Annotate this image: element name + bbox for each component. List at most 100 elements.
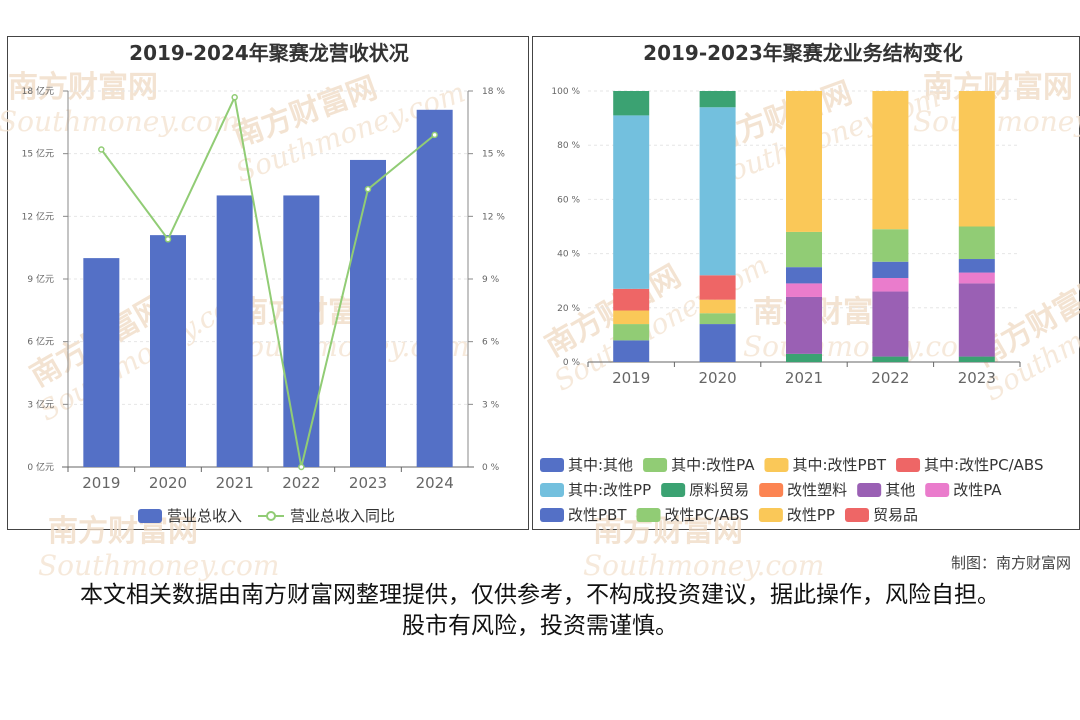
stacked-segment bbox=[872, 292, 908, 357]
y-left-tick-label: 18 亿元 bbox=[22, 85, 54, 97]
x-tick-label: 2023 bbox=[349, 474, 387, 492]
disclaimer-text: 本文相关数据由南方财富网整理提供，仅供参考，不构成投资建议，据此操作，风险自担。… bbox=[70, 580, 1010, 642]
y-left-tick-label: 12 亿元 bbox=[22, 210, 54, 222]
stacked-segment bbox=[872, 357, 908, 362]
stacked-segment bbox=[872, 278, 908, 292]
yoy-point bbox=[432, 132, 437, 137]
stacked-segment bbox=[959, 273, 995, 284]
x-tick-label: 2020 bbox=[149, 474, 187, 492]
y-tick-label: 0 % bbox=[563, 358, 581, 368]
legend-swatch-revenue bbox=[138, 509, 162, 523]
watermark-text: 南方财富网 bbox=[923, 70, 1073, 105]
stacked-segment bbox=[959, 91, 995, 227]
legend-label: 原料贸易 bbox=[689, 481, 749, 499]
yoy-point bbox=[232, 95, 237, 100]
legend-label: 其中:改性PC/ABS bbox=[924, 456, 1043, 474]
watermark-text-en: Southmoney.com bbox=[38, 549, 279, 582]
legend-label: 其中:改性PBT bbox=[792, 456, 886, 474]
revenue-bar bbox=[283, 195, 319, 467]
watermark-text-en: Southmoney.com bbox=[743, 330, 984, 363]
legend-label: 改性PP bbox=[787, 506, 835, 524]
legend-swatch bbox=[857, 483, 881, 497]
watermark-text-en: Southmoney.com bbox=[0, 105, 239, 138]
legend-swatch bbox=[764, 458, 788, 472]
legend-label: 改性塑料 bbox=[787, 481, 847, 499]
revenue-bar bbox=[150, 235, 186, 467]
watermark-text-en: Southmoney.com bbox=[583, 549, 824, 582]
structure-chart-panel: 南方财富网Southmoney.com南方财富网Southmoney.com南方… bbox=[532, 36, 1080, 530]
stacked-segment bbox=[872, 262, 908, 278]
yoy-point bbox=[299, 465, 304, 470]
y-tick-label: 80 % bbox=[557, 141, 580, 151]
legend-swatch-yoy-marker bbox=[267, 512, 275, 520]
chart-credit: 制图：南方财富网 bbox=[951, 552, 1071, 573]
revenue-bar bbox=[417, 110, 453, 467]
legend-swatch bbox=[661, 483, 685, 497]
stacked-segment bbox=[872, 91, 908, 229]
stacked-segment bbox=[786, 283, 822, 297]
legend-label: 其他 bbox=[885, 481, 915, 499]
stacked-segment bbox=[959, 259, 995, 273]
y-left-tick-label: 9 亿元 bbox=[27, 273, 54, 285]
legend-swatch bbox=[925, 483, 949, 497]
legend-swatch bbox=[759, 508, 783, 522]
y-left-tick-label: 0 亿元 bbox=[27, 461, 54, 473]
legend-swatch bbox=[637, 508, 661, 522]
y-left-tick-label: 15 亿元 bbox=[22, 148, 54, 160]
legend-swatch bbox=[896, 458, 920, 472]
stacked-segment bbox=[786, 232, 822, 267]
legend-label: 其中:其他 bbox=[568, 456, 633, 474]
y-tick-label: 100 % bbox=[551, 87, 580, 97]
yoy-point bbox=[166, 237, 171, 242]
legend-label: 改性PBT bbox=[568, 506, 627, 524]
revenue-bar bbox=[217, 195, 253, 467]
stacked-segment bbox=[786, 354, 822, 362]
y-right-tick-label: 18 % bbox=[482, 87, 505, 97]
legend-swatch bbox=[540, 508, 564, 522]
stacked-segment bbox=[613, 311, 649, 325]
revenue-chart-svg: 南方财富网Southmoney.com南方财富网Southmoney.com南方… bbox=[8, 37, 530, 531]
structure-chart-svg: 南方财富网Southmoney.com南方财富网Southmoney.com南方… bbox=[533, 37, 1080, 531]
y-tick-label: 60 % bbox=[557, 195, 580, 205]
x-tick-label: 2021 bbox=[785, 369, 823, 387]
y-tick-label: 40 % bbox=[557, 250, 580, 260]
y-left-tick-label: 6 亿元 bbox=[27, 336, 54, 348]
x-tick-label: 2024 bbox=[416, 474, 454, 492]
chart-title: 2019-2023年聚赛龙业务结构变化 bbox=[643, 41, 963, 65]
legend-label: 改性PC/ABS bbox=[665, 506, 749, 524]
stacked-segment bbox=[786, 267, 822, 283]
legend-label: 其中:改性PA bbox=[671, 456, 755, 474]
stacked-segment bbox=[613, 324, 649, 340]
stacked-segment bbox=[959, 357, 995, 362]
y-tick-label: 20 % bbox=[557, 304, 580, 314]
stacked-segment bbox=[700, 275, 736, 299]
legend-label-revenue: 营业总收入 bbox=[167, 507, 242, 525]
legend-label-yoy: 营业总收入同比 bbox=[290, 507, 395, 525]
legend-swatch bbox=[540, 483, 564, 497]
revenue-bar bbox=[83, 258, 119, 467]
x-tick-label: 2019 bbox=[612, 369, 650, 387]
x-tick-label: 2019 bbox=[82, 474, 120, 492]
stacked-segment bbox=[700, 107, 736, 275]
stacked-segment bbox=[959, 283, 995, 356]
x-tick-label: 2020 bbox=[699, 369, 737, 387]
legend-swatch bbox=[540, 458, 564, 472]
stacked-segment bbox=[872, 229, 908, 262]
y-right-tick-label: 15 % bbox=[482, 150, 505, 160]
stacked-segment bbox=[700, 91, 736, 107]
y-left-tick-label: 3 亿元 bbox=[27, 398, 54, 410]
stacked-segment bbox=[959, 227, 995, 260]
stacked-segment bbox=[613, 115, 649, 288]
legend-label: 改性PA bbox=[953, 481, 1002, 499]
stacked-segment bbox=[700, 324, 736, 362]
chart-title: 2019-2024年聚赛龙营收状况 bbox=[129, 41, 409, 65]
y-right-tick-label: 6 % bbox=[482, 338, 500, 348]
y-right-tick-label: 3 % bbox=[482, 400, 500, 410]
legend-swatch bbox=[643, 458, 667, 472]
revenue-bar bbox=[350, 160, 386, 467]
stacked-segment bbox=[613, 289, 649, 311]
legend-swatch bbox=[759, 483, 783, 497]
y-right-tick-label: 0 % bbox=[482, 463, 500, 473]
y-right-tick-label: 9 % bbox=[482, 275, 500, 285]
stacked-segment bbox=[786, 297, 822, 354]
